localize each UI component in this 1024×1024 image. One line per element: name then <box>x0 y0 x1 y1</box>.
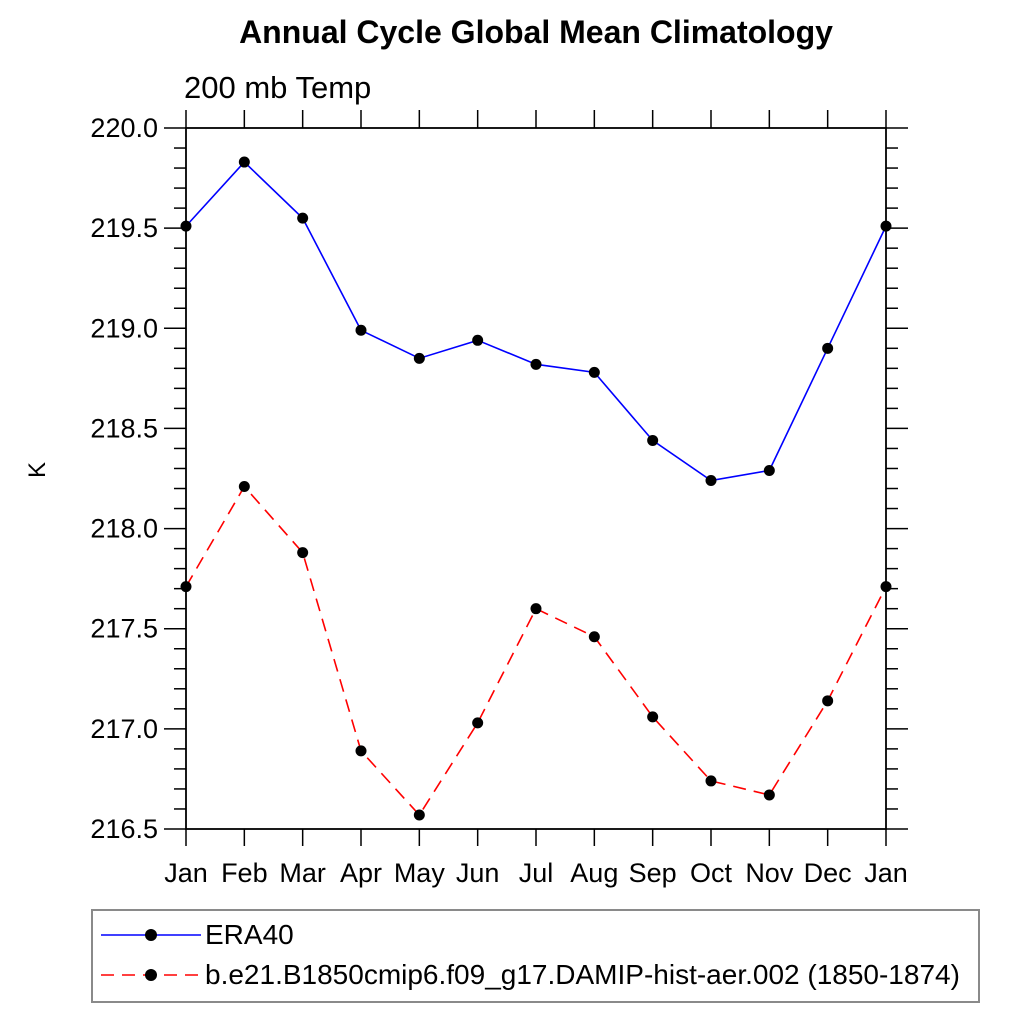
x-tick-label: Sep <box>629 858 677 888</box>
data-point-0 <box>180 220 192 232</box>
data-point-1 <box>880 581 892 593</box>
data-point-0 <box>763 464 775 476</box>
data-point-0 <box>705 475 717 487</box>
legend-dashed-line-swatch-icon <box>101 969 201 981</box>
data-point-0 <box>413 352 425 364</box>
x-tick-label: Jun <box>456 858 500 888</box>
data-point-1 <box>413 809 425 821</box>
y-tick-label: 217.0 <box>90 714 158 744</box>
y-tick-label: 216.5 <box>90 814 158 844</box>
y-tick-label: 220.0 <box>90 113 158 143</box>
legend-marker-icon <box>145 929 157 941</box>
legend-label: b.e21.B1850cmip6.f09_g17.DAMIP-hist-aer.… <box>205 959 960 990</box>
series-line-1 <box>185 485 887 817</box>
data-point-1 <box>530 603 542 615</box>
data-point-1 <box>763 789 775 801</box>
data-point-0 <box>355 324 367 336</box>
legend-row-model: b.e21.B1850cmip6.f09_g17.DAMIP-hist-aer.… <box>97 956 978 994</box>
legend-solid-line-swatch-icon <box>101 929 201 941</box>
data-point-0 <box>822 342 834 354</box>
data-point-1 <box>180 581 192 593</box>
x-tick-label: Jan <box>864 858 908 888</box>
legend-label: ERA40 <box>205 919 294 950</box>
chart-subtitle: 200 mb Temp <box>184 70 372 105</box>
y-tick-label: 218.5 <box>90 413 158 443</box>
data-point-0 <box>238 156 250 168</box>
data-point-0 <box>880 220 892 232</box>
data-point-0 <box>647 434 659 446</box>
x-tick-label: Mar <box>279 858 326 888</box>
data-point-0 <box>530 358 542 370</box>
x-tick-label: Feb <box>221 858 268 888</box>
data-point-0 <box>588 366 600 378</box>
data-point-0 <box>297 212 309 224</box>
data-point-1 <box>472 717 484 729</box>
series-line-0 <box>185 160 887 482</box>
legend-row-era40: ERA40 <box>97 916 978 954</box>
x-tick-label: Jan <box>164 858 208 888</box>
x-tick-label: Apr <box>340 858 382 888</box>
x-tick-label: May <box>394 858 446 888</box>
data-point-1 <box>297 547 309 559</box>
data-point-1 <box>705 775 717 787</box>
x-tick-label: Oct <box>690 858 733 888</box>
x-tick-label: Dec <box>804 858 852 888</box>
plot-border <box>185 127 887 830</box>
chart-title: Annual Cycle Global Mean Climatology <box>239 14 833 50</box>
y-tick-label: 218.0 <box>90 514 158 544</box>
data-point-1 <box>647 711 659 723</box>
legend-box: ERA40 b.e21.B1850cmip6.f09_g17.DAMIP-his… <box>91 909 980 1003</box>
y-tick-label: 217.5 <box>90 614 158 644</box>
data-point-1 <box>238 481 250 493</box>
y-tick-label: 219.0 <box>90 313 158 343</box>
data-point-1 <box>588 631 600 643</box>
data-point-1 <box>355 745 367 757</box>
data-point-0 <box>472 334 484 346</box>
y-tick-label: 219.5 <box>90 213 158 243</box>
x-tick-label: Aug <box>570 858 618 888</box>
data-point-1 <box>822 695 834 707</box>
x-tick-label: Jul <box>519 858 554 888</box>
legend-marker-icon <box>145 969 157 981</box>
x-tick-label: Nov <box>745 858 794 888</box>
